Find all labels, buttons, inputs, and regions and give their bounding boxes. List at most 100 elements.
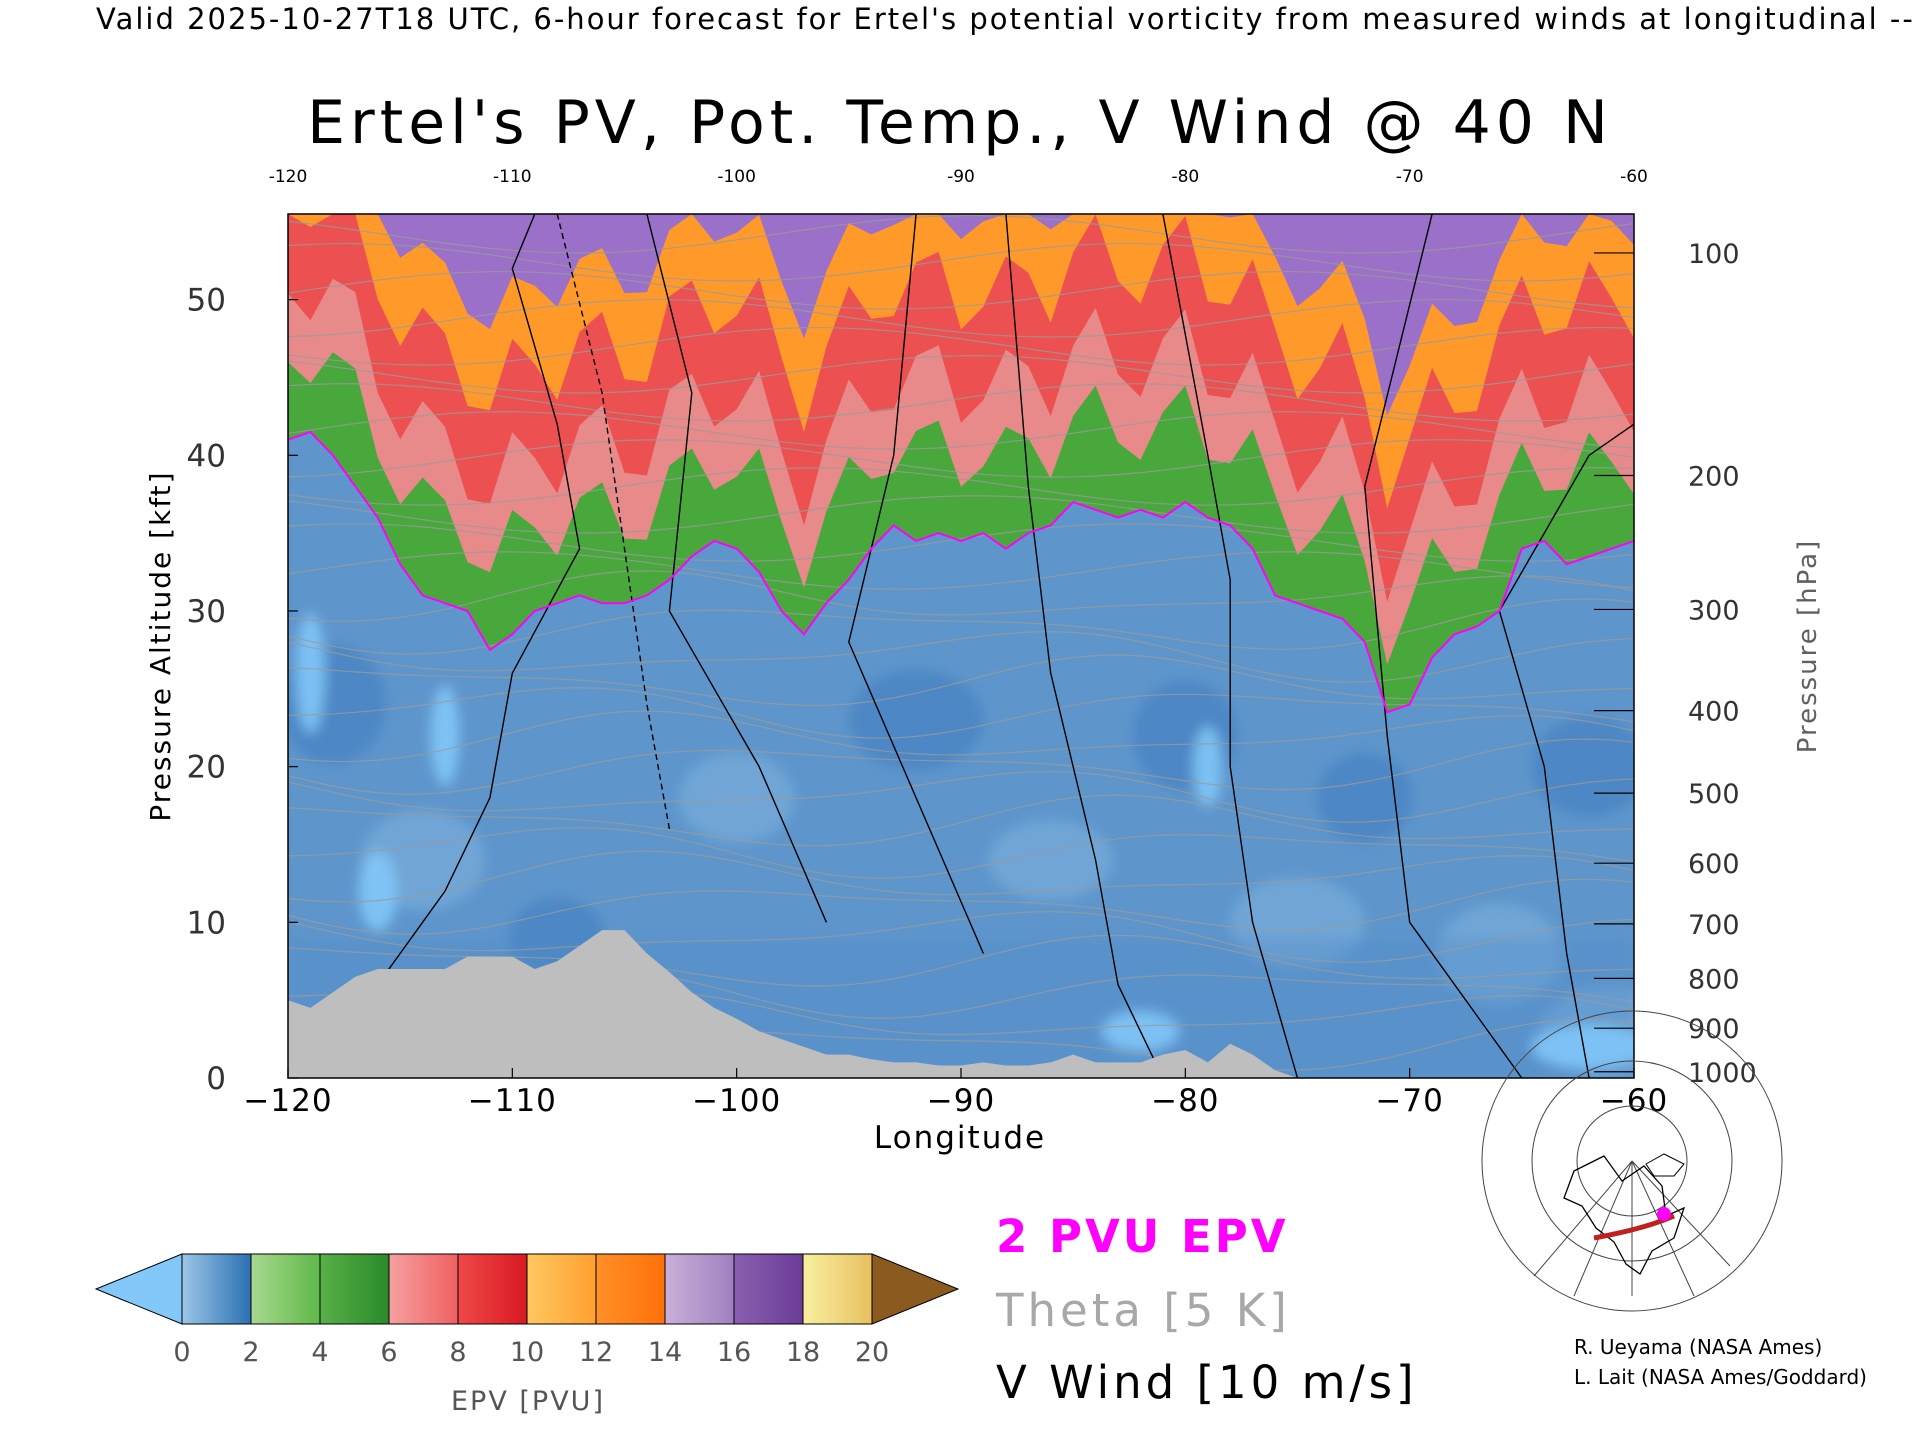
y-tick-label: 40 [187, 438, 226, 474]
theta-isentrope [288, 631, 1634, 683]
pressure-tick-label: 1000 [1688, 1058, 1757, 1089]
v-wind-contour [848, 214, 985, 954]
theta-isentrope [288, 738, 1634, 795]
pressure-tick-label: 200 [1688, 462, 1740, 493]
pressure-tick-label: 900 [1688, 1014, 1740, 1045]
theta-isentrope [288, 570, 1634, 622]
chart-title: Ertel's PV, Pot. Temp., V Wind @ 40 N [307, 88, 1613, 158]
low-pv-patch [430, 685, 460, 786]
colorbar-tick-label: 14 [648, 1337, 682, 1368]
colorbar-bin [733, 1253, 804, 1325]
colorbar-bin [319, 1253, 390, 1325]
v-wind-contour [646, 214, 828, 923]
colorbar-tick-label: 10 [510, 1337, 544, 1368]
stratosphere-layer-purple [288, 214, 1634, 416]
top-tick-label: -60 [1620, 167, 1648, 187]
colorbar-tick-label: 6 [380, 1337, 397, 1368]
colorbar-tick-label: 0 [173, 1337, 190, 1368]
credit-line-2: L. Lait (NASA Ames/Goddard) [1574, 1365, 1867, 1389]
theta-isentrope [288, 242, 1634, 282]
v-wind-contour [556, 214, 671, 830]
locator-map [1481, 1010, 1783, 1312]
theta-isentrope [288, 598, 1634, 655]
colorbar-under-arrow [94, 1253, 183, 1325]
x-tick-label: −80 [1151, 1083, 1219, 1119]
theta-isentrope [288, 850, 1634, 903]
top-tick-label: -80 [1171, 167, 1199, 187]
v-wind-contour [354, 214, 581, 1078]
theta-isentrope [288, 495, 1634, 534]
low-pv-patch [1193, 726, 1223, 807]
trop-shade [988, 820, 1114, 901]
colorbar-bin [595, 1253, 666, 1325]
y-tick-label: 50 [187, 283, 226, 319]
colorbar-bin [802, 1253, 873, 1325]
x-tick-label: −120 [243, 1083, 332, 1119]
x-axis-ticks: −120 −110 −100 −90 −80 −70 −60 [243, 1068, 1667, 1119]
colorbar-bin [526, 1253, 597, 1325]
colorbar-tick-label: 4 [311, 1337, 328, 1368]
v-wind-contours [354, 214, 1634, 1078]
top-axis-ticks: -120 -110 -100 -90 -80 -70 -60 [269, 167, 1648, 187]
terrain [288, 930, 1634, 1078]
y-tick-label: 10 [187, 905, 226, 941]
theta-isentrope [288, 411, 1634, 450]
v-wind-contour [1005, 214, 1164, 1078]
low-pv-patch [1531, 1024, 1634, 1069]
legend-2pvu: 2 PVU EPV [996, 1210, 1289, 1263]
top-tick-label: -110 [493, 167, 532, 187]
top-tick-label: -120 [269, 167, 308, 187]
trop-shade [1132, 680, 1239, 791]
top-tick-label: -70 [1396, 167, 1424, 187]
theta-isentrope [288, 299, 1634, 338]
x-tick-label: −100 [692, 1083, 781, 1119]
x-tick-label: −110 [468, 1083, 557, 1119]
pressure-tick-label: 700 [1688, 910, 1740, 941]
colorbar-tick-label: 16 [717, 1337, 751, 1368]
theta-isentrope [288, 551, 1634, 590]
theta-isentrope [288, 523, 1634, 562]
theta-isentrope [288, 439, 1634, 478]
colorbar-over-arrow [871, 1253, 960, 1325]
theta-isentrope [288, 910, 1634, 963]
colorbar: 0 2 4 6 8 10 12 14 16 18 20 [94, 1253, 960, 1368]
v-wind-contour [1364, 214, 1523, 1078]
colorbar-tick-label: 8 [449, 1337, 466, 1368]
theta-isentrope [288, 826, 1634, 879]
y-axis-ticks: 0 10 20 30 40 50 [187, 283, 298, 1097]
y-tick-label: 0 [206, 1061, 226, 1097]
trop-shade [848, 669, 984, 770]
colorbar-bin [250, 1253, 321, 1325]
colorbar-bin [664, 1253, 735, 1325]
theta-isentrope [288, 710, 1634, 763]
v-wind-contour [1162, 214, 1299, 1078]
trop-shade [288, 644, 386, 765]
trop-shade [679, 752, 795, 843]
plot-area [288, 214, 1634, 1078]
tropopause-2pvu-line [288, 430, 1634, 714]
colorbar-tick-label: 20 [855, 1337, 889, 1368]
pressure-tick-label: 400 [1688, 697, 1740, 728]
top-tick-label: -90 [947, 167, 975, 187]
theta-isentrope [288, 467, 1634, 506]
colorbar-tick-label: 12 [579, 1337, 613, 1368]
theta-isentrope [288, 355, 1634, 394]
colorbar-bin [388, 1253, 459, 1325]
theta-isentrope [288, 383, 1634, 422]
pressure-tick-label: 100 [1688, 239, 1740, 270]
pressure-tick-label: 600 [1688, 849, 1740, 880]
y-tick-label: 20 [187, 750, 226, 786]
colorbar-bin [457, 1253, 528, 1325]
colorbar-tick-label: 18 [786, 1337, 820, 1368]
low-pv-patch [358, 851, 397, 932]
pressure-tick-label: 800 [1688, 964, 1740, 995]
y-axis-label: Pressure Altitude [kft] [144, 470, 177, 821]
theta-isentrope [288, 654, 1634, 707]
x-axis-label: Longitude [874, 1120, 1046, 1156]
page-header: Valid 2025-10-27T18 UTC, 6-hour forecast… [96, 2, 1920, 36]
pressure-tick-label: 300 [1688, 595, 1740, 626]
legend-vwind: V Wind [10 m/s] [996, 1356, 1418, 1409]
x-tick-label: −90 [927, 1083, 995, 1119]
legend-theta: Theta [5 K] [995, 1284, 1291, 1337]
